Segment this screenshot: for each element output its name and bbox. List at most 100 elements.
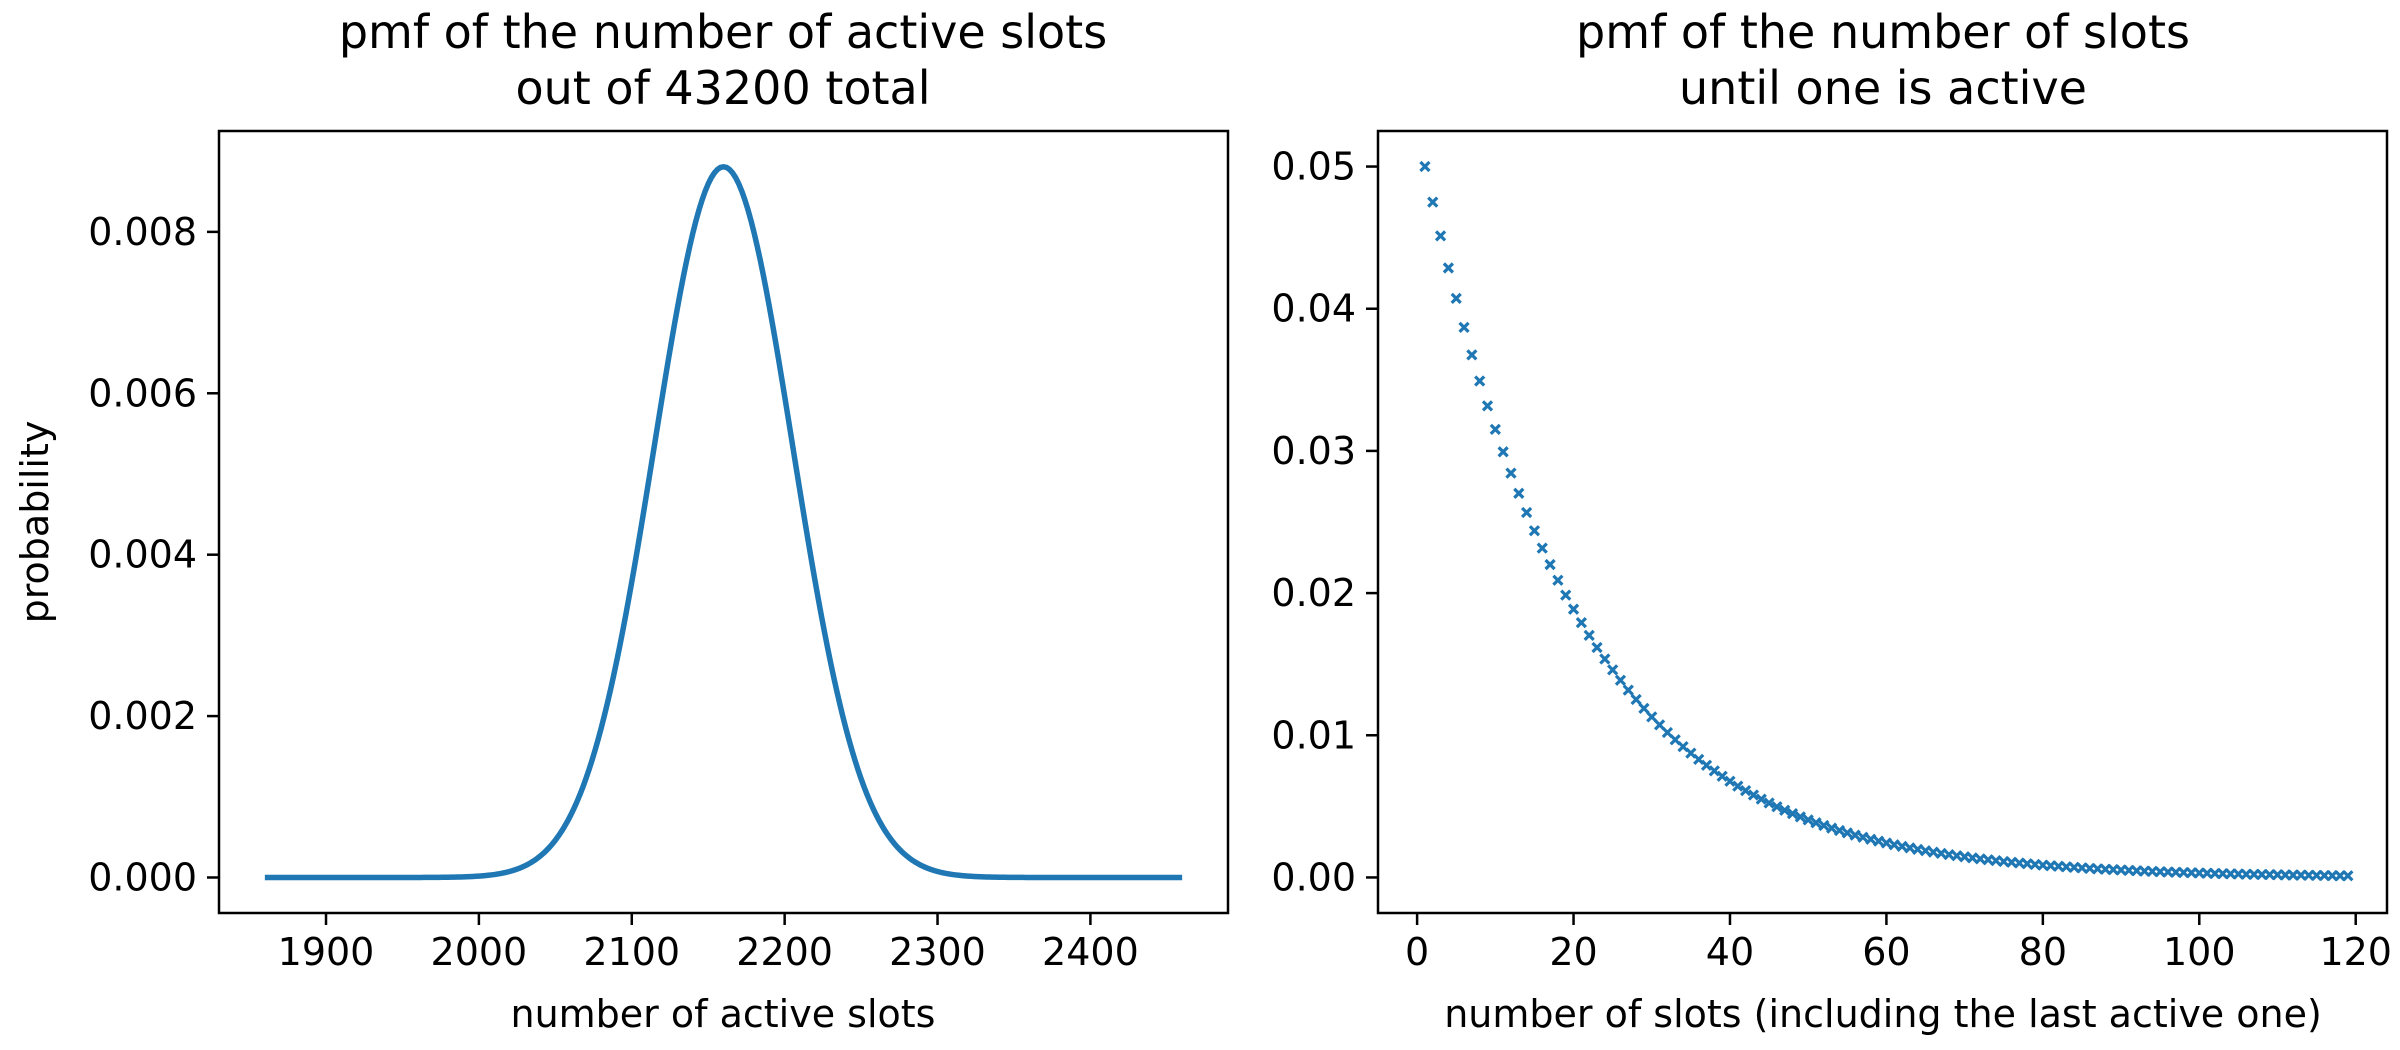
left-plot-x-tick-label: 2400 [1042, 930, 1139, 974]
geometric-pmf-point [1888, 839, 1900, 851]
geometric-pmf-point [1818, 819, 1830, 832]
geometric-pmf-point [1427, 196, 1439, 208]
geometric-pmf-point [1739, 785, 1752, 797]
right-plot-x-tick-label: 100 [2163, 930, 2236, 974]
geometric-pmf-point [1865, 833, 1877, 845]
geometric-pmf-point [1614, 674, 1627, 686]
geometric-pmf-point [1779, 804, 1791, 816]
left-plot-title-line-2: out of 43200 total [515, 61, 930, 115]
right-plot-x-tick-label: 0 [1405, 930, 1429, 974]
geometric-pmf-point [1755, 793, 1767, 805]
geometric-pmf-point [1474, 375, 1486, 387]
left-plot: pmf of the number of active slots out of… [13, 5, 1230, 1036]
geometric-pmf-point [1552, 574, 1564, 586]
geometric-pmf-point [1771, 801, 1783, 813]
geometric-pmf-point [1927, 846, 1939, 858]
right-plot-title-line-2: until one is active [1679, 61, 2087, 115]
geometric-pmf-point [1833, 824, 1846, 837]
right-plot-y-tick-label: 0.02 [1271, 571, 1356, 615]
geometric-pmf-point [1646, 711, 1658, 723]
geometric-pmf-point [1520, 506, 1533, 519]
geometric-pmf-point [1912, 843, 1924, 856]
right-plot-title-line-1: pmf of the number of slots [1576, 5, 2190, 59]
right-plot-y-ticks: 0.00 0.01 0.02 0.03 0.04 0.05 [1271, 145, 1378, 899]
geometric-pmf-point [1896, 840, 1908, 852]
geometric-pmf-point [1434, 230, 1447, 242]
geometric-pmf-point [1536, 542, 1548, 554]
geometric-pmf-point [1442, 262, 1455, 274]
right-plot-x-tick-label: 60 [1862, 930, 1910, 974]
left-plot-x-tick-label: 2200 [736, 930, 833, 974]
geometric-pmf-point [1849, 829, 1861, 841]
geometric-pmf-point [1747, 789, 1760, 801]
geometric-pmf-point [1466, 349, 1478, 361]
geometric-pmf-point [1716, 770, 1728, 782]
geometric-pmf-point [1591, 641, 1603, 654]
left-plot-x-tick-label: 2300 [889, 930, 986, 974]
right-plot-x-tick-label: 80 [2019, 930, 2067, 974]
left-plot-title-line-1: pmf of the number of active slots [339, 5, 1107, 59]
left-plot-y-tick-label: 0.006 [88, 371, 197, 415]
geometric-pmf-point [1661, 726, 1674, 739]
right-plot-y-tick-label: 0.05 [1271, 145, 1356, 189]
left-plot-y-tick-label: 0.000 [88, 855, 197, 899]
right-plot-y-tick-label: 0.01 [1271, 713, 1356, 757]
left-plot-x-tick-label: 1900 [278, 930, 375, 974]
right-plot: pmf of the number of slots until one is … [1271, 5, 2392, 1036]
geometric-pmf-point [1708, 765, 1720, 777]
left-plot-y-tick-label: 0.002 [88, 694, 197, 738]
geometric-pmf-point [2342, 870, 2354, 882]
right-plot-y-tick-label: 0.04 [1271, 287, 1356, 331]
geometric-pmf-point [1880, 837, 1893, 849]
geometric-pmf-point [1481, 400, 1494, 412]
right-plot-frame [1376, 129, 2389, 915]
geometric-pmf-point [1810, 817, 1822, 829]
left-plot-y-axis-label: probability [13, 421, 57, 624]
left-plot-x-tick-label: 2100 [583, 930, 680, 974]
geometric-pmf-point [1528, 525, 1541, 537]
right-plot-x-tick-label: 20 [1549, 930, 1597, 974]
geometric-pmf-point [1607, 664, 1619, 676]
geometric-pmf-point [1786, 808, 1799, 820]
right-plot-y-tick-label: 0.03 [1271, 429, 1356, 473]
binomial-pmf-line [264, 164, 1183, 881]
right-plot-x-tick-label: 120 [2319, 930, 2392, 974]
geometric-pmf-point [1560, 589, 1572, 601]
right-plot-y-tick-label: 0.00 [1271, 855, 1356, 899]
left-plot-x-ticks: 1900 2000 2100 2200 2300 2400 [278, 913, 1139, 974]
geometric-pmf-point [1904, 842, 1916, 854]
right-plot-data [1419, 160, 2354, 882]
left-plot-data [264, 164, 1183, 881]
geometric-pmf-point [1419, 160, 1431, 173]
geometric-pmf-point [1630, 693, 1642, 706]
left-plot-frame [217, 129, 1230, 915]
right-plot-x-axis-label: number of slots (including the last acti… [1444, 992, 2322, 1036]
geometric-pmf-point [1724, 775, 1736, 787]
geometric-pmf-point [1857, 831, 1869, 843]
right-plot-x-ticks: 0 20 40 60 80 100 120 [1405, 913, 2392, 974]
geometric-pmf-point [1505, 467, 1517, 479]
geometric-pmf-point [1653, 719, 1666, 731]
geometric-pmf-point [1567, 603, 1580, 615]
geometric-pmf-point [1544, 558, 1556, 571]
geometric-pmf-point [1622, 684, 1634, 696]
left-plot-y-tick-label: 0.004 [88, 533, 197, 577]
left-plot-x-axis-label: number of active slots [511, 992, 936, 1036]
left-plot-y-ticks: 0.000 0.002 0.004 0.006 0.008 [88, 210, 219, 899]
geometric-pmf-point [1583, 629, 1595, 641]
geometric-pmf-point [1826, 822, 1838, 834]
geometric-pmf-point [1935, 847, 1947, 860]
geometric-pmf-point [1638, 702, 1650, 715]
geometric-pmf-point [1919, 845, 1932, 857]
geometric-pmf-point [1458, 321, 1470, 333]
geometric-pmf-point [1732, 780, 1744, 792]
left-plot-y-tick-label: 0.008 [88, 210, 197, 254]
geometric-pmf-point [1599, 653, 1611, 665]
geometric-pmf-point [1794, 811, 1807, 823]
geometric-pmf-point [1489, 423, 1501, 436]
geometric-pmf-point [1497, 446, 1509, 458]
geometric-pmf-point [1841, 827, 1853, 839]
geometric-pmf-point [1575, 616, 1587, 629]
geometric-pmf-point [1802, 814, 1814, 826]
